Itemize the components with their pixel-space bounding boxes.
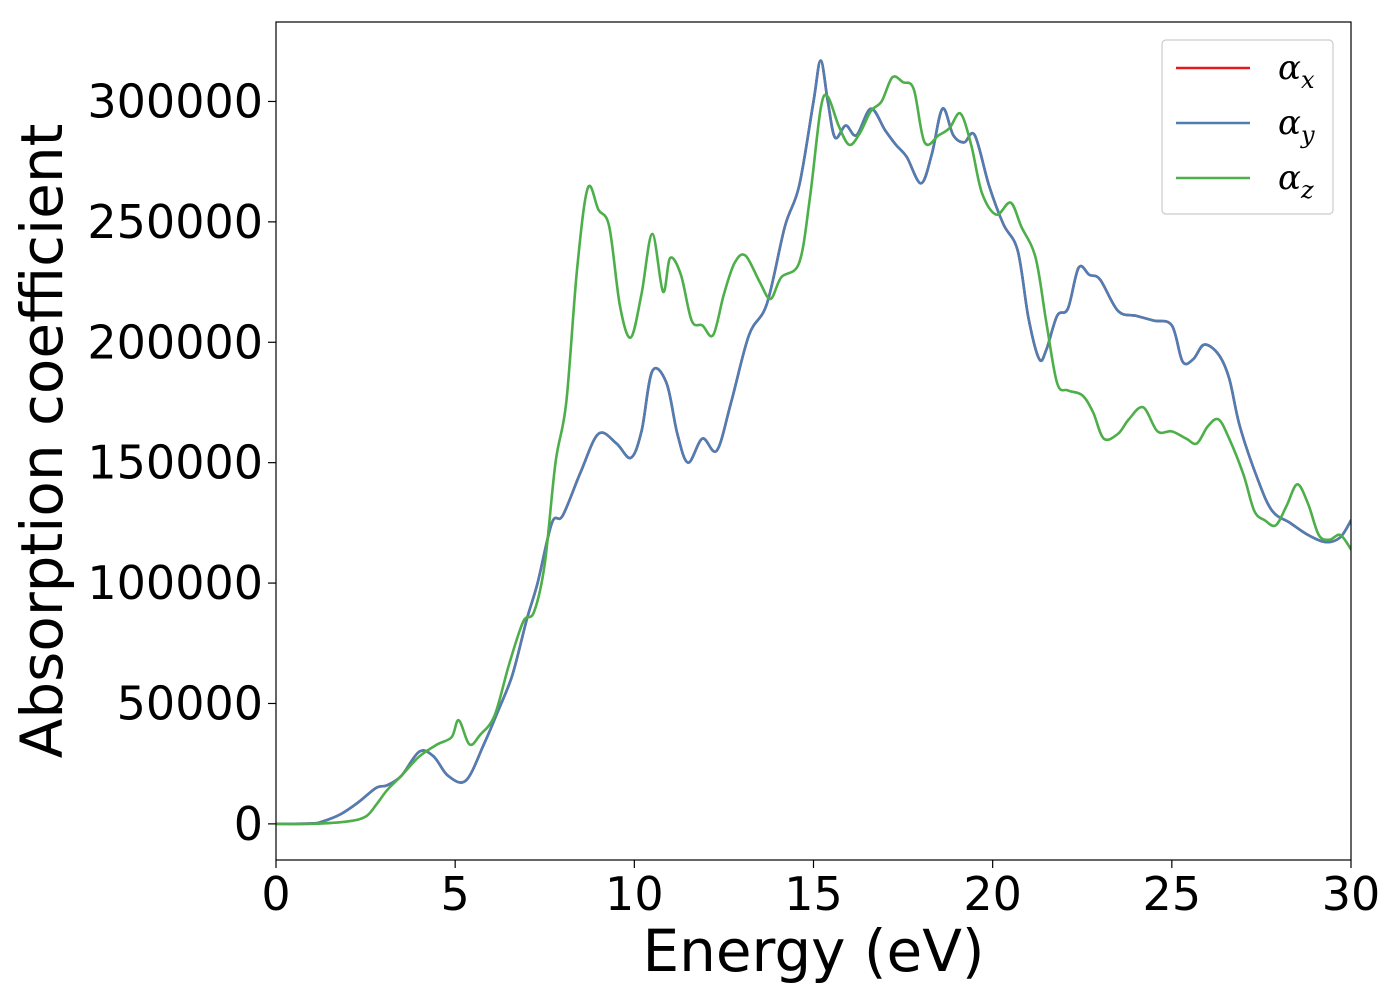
- legend-label-subscript: z: [1300, 176, 1314, 204]
- legend-label-subscript: x: [1301, 66, 1315, 94]
- x-tick-label: 15: [784, 867, 843, 921]
- y-tick-label: 100000: [87, 556, 263, 610]
- x-tick-label: 10: [605, 867, 664, 921]
- y-axis-ticks: 0 50000 100000 150000 200000 250000 300000: [87, 74, 276, 851]
- legend-label-alpha-y: αy: [1278, 103, 1315, 149]
- x-tick-label: 30: [1322, 867, 1381, 921]
- x-tick-label: 20: [963, 867, 1022, 921]
- x-axis-ticks: 0 5 10 15 20 25 30: [261, 860, 1380, 921]
- series-layer: [276, 59, 1351, 826]
- legend-label-alpha-x: αx: [1278, 48, 1315, 94]
- legend-label-base: α: [1278, 103, 1301, 143]
- legend-label-subscript: y: [1300, 121, 1315, 149]
- legend-label-base: α: [1278, 48, 1301, 88]
- x-tick-label: 5: [441, 867, 470, 921]
- legend-label-alpha-z: αz: [1278, 158, 1314, 204]
- y-tick-label: 200000: [87, 315, 263, 369]
- y-axis-label: Absorption coefficient: [8, 124, 76, 759]
- series-line-alpha-y: [276, 59, 1351, 826]
- series-line-alpha-z: [276, 75, 1351, 826]
- y-tick-label: 150000: [87, 436, 263, 490]
- x-axis-label: Energy (eV): [642, 917, 984, 985]
- y-tick-label: 300000: [87, 74, 263, 128]
- y-tick-label: 50000: [117, 676, 263, 730]
- x-tick-label: 0: [261, 867, 290, 921]
- y-tick-label: 0: [234, 797, 263, 851]
- legend-box: [1161, 39, 1334, 215]
- y-tick-label: 250000: [87, 195, 263, 249]
- legend-label-base: α: [1278, 158, 1301, 198]
- x-tick-label: 25: [1143, 867, 1202, 921]
